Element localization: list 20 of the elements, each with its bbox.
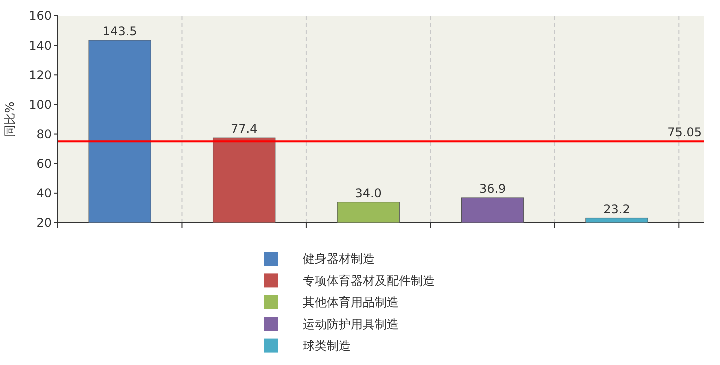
y-tick-label: 40 (36, 186, 52, 201)
data-label: 34.0 (355, 186, 382, 200)
data-label: 77.4 (230, 122, 258, 136)
y-tick-label: 160 (29, 9, 52, 24)
y-axis-title: 同比% (3, 102, 17, 138)
legend-label: 其他体育用品制造 (303, 296, 399, 310)
legend-label: 专项体育器材及配件制造 (303, 274, 435, 288)
y-tick-label: 80 (36, 127, 52, 142)
y-tick-label: 120 (29, 68, 52, 82)
data-label: 143.5 (102, 24, 138, 38)
data-label: 36.9 (479, 182, 506, 196)
y-tick-label: 100 (29, 98, 52, 112)
legend-label: 运动防护用具制造 (303, 317, 399, 332)
y-tick-label: 140 (29, 38, 52, 53)
y-tick-label: 20 (36, 216, 52, 230)
legend-label: 健身器材制造 (303, 252, 375, 266)
data-label: 23.2 (604, 202, 630, 216)
y-tick-label: 60 (36, 157, 52, 172)
legend-label: 球类制造 (303, 339, 351, 353)
ref-line-label: 75.05 (668, 126, 702, 140)
